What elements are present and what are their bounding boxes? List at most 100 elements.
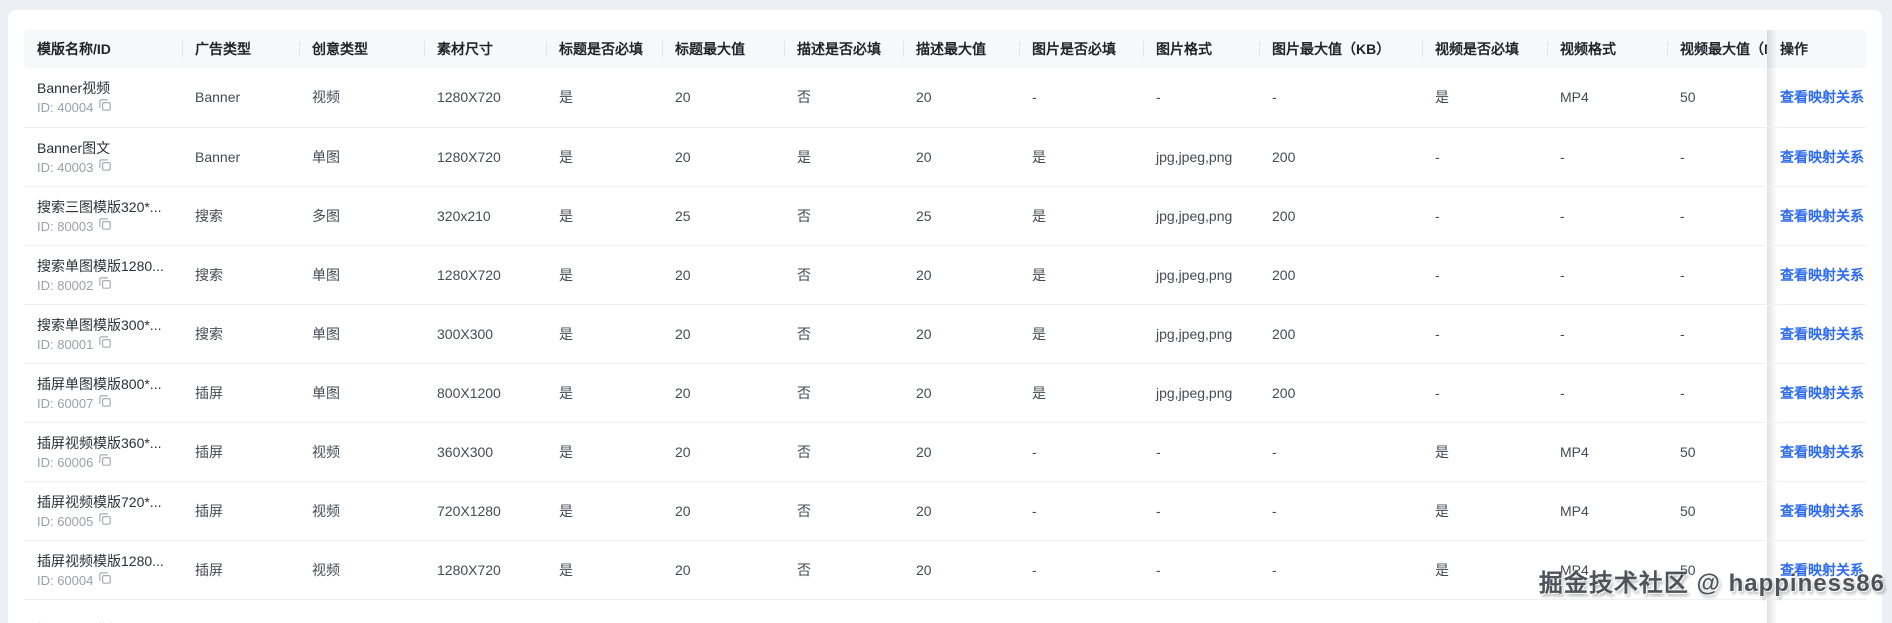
cell-title-required: 是 bbox=[546, 540, 662, 600]
cell-desc-max bbox=[903, 599, 1019, 623]
cell-video-format: MP4 bbox=[1547, 540, 1667, 600]
cell-template-name-id: 插屏视频模版360*... ID: 60006 bbox=[24, 422, 182, 482]
copy-icon[interactable] bbox=[98, 453, 112, 473]
table-row: 插屏视频模版1280... ID: 60004 插屏 视频 1280X720 是 20 否 20… bbox=[24, 540, 1867, 600]
cell-video-max: - bbox=[1667, 186, 1767, 246]
template-name: 插屏单图模版640*... bbox=[37, 620, 174, 623]
copy-icon[interactable] bbox=[98, 98, 112, 118]
view-mapping-link[interactable]: 查看映射关系 bbox=[1780, 561, 1864, 578]
cell-size: 1280X720 bbox=[424, 127, 546, 187]
cell-ad-type: Banner bbox=[182, 127, 299, 187]
view-mapping-link[interactable]: 查看映射关系 bbox=[1780, 443, 1864, 460]
cell-video-format: - bbox=[1547, 363, 1667, 423]
view-mapping-link[interactable]: 查看映射关系 bbox=[1780, 266, 1864, 283]
cell-video-max: 50 bbox=[1667, 68, 1767, 128]
cell-video-required bbox=[1422, 599, 1547, 623]
cell-size: 1280X720 bbox=[424, 245, 546, 305]
cell-action bbox=[1767, 599, 1867, 623]
cell-action: 查看映射关系 bbox=[1767, 186, 1867, 246]
cell-img-required: 是 bbox=[1019, 245, 1143, 305]
cell-size: 360X300 bbox=[424, 422, 546, 482]
cell-template-name-id: 插屏视频模版1280... ID: 60004 bbox=[24, 540, 182, 600]
cell-desc-required: 否 bbox=[784, 363, 903, 423]
cell-video-max: - bbox=[1667, 127, 1767, 187]
table-row: 搜索三图模版320*... ID: 80003 搜索 多图 320x210 是 25 否 25 是… bbox=[24, 186, 1867, 246]
cell-img-required: - bbox=[1019, 422, 1143, 482]
cell-desc-required: 否 bbox=[784, 245, 903, 305]
view-mapping-link[interactable]: 查看映射关系 bbox=[1780, 502, 1864, 519]
cell-video-format bbox=[1547, 599, 1667, 623]
cell-title-max: 20 bbox=[662, 127, 784, 187]
template-table: 模版名称/ID 广告类型 创意类型 素材尺寸 标题是否必填 标题最大值 描述是否必填 描述最大… bbox=[24, 30, 1867, 623]
view-mapping-link[interactable]: 查看映射关系 bbox=[1780, 207, 1864, 224]
cell-title-required: 是 bbox=[546, 481, 662, 541]
template-id: ID: 60007 bbox=[37, 395, 94, 411]
cell-img-max: 200 bbox=[1259, 127, 1422, 187]
copy-icon[interactable] bbox=[98, 158, 112, 178]
column-header-video_required: 视频是否必填 bbox=[1422, 30, 1547, 68]
copy-icon[interactable] bbox=[98, 571, 112, 591]
cell-title-max: 20 bbox=[662, 363, 784, 423]
cell-img-format: jpg,jpeg,png bbox=[1143, 186, 1259, 246]
view-mapping-link[interactable]: 查看映射关系 bbox=[1780, 89, 1864, 106]
template-name: 插屏视频模版1280... bbox=[37, 552, 164, 569]
column-header-creative_type: 创意类型 bbox=[299, 30, 424, 68]
template-id: ID: 40004 bbox=[37, 100, 94, 116]
cell-title-required bbox=[546, 599, 662, 623]
cell-creative-type: 单图 bbox=[299, 363, 424, 423]
cell-title-max: 20 bbox=[662, 245, 784, 305]
cell-video-format: MP4 bbox=[1547, 481, 1667, 541]
cell-ad-type: 插屏 bbox=[182, 481, 299, 541]
cell-creative-type: 单图 bbox=[299, 304, 424, 364]
cell-ad-type: Banner bbox=[182, 68, 299, 128]
cell-size: 1280X720 bbox=[424, 68, 546, 128]
cell-creative-type: 单图 bbox=[299, 127, 424, 187]
cell-desc-max: 20 bbox=[903, 68, 1019, 128]
cell-img-required: - bbox=[1019, 540, 1143, 600]
cell-video-max bbox=[1667, 599, 1767, 623]
cell-creative-type: 视频 bbox=[299, 540, 424, 600]
cell-desc-max: 25 bbox=[903, 186, 1019, 246]
template-name: Banner视频 bbox=[37, 80, 111, 97]
cell-creative-type: 视频 bbox=[299, 481, 424, 541]
cell-action: 查看映射关系 bbox=[1767, 422, 1867, 482]
copy-icon[interactable] bbox=[98, 276, 112, 296]
table-header-row: 模版名称/ID 广告类型 创意类型 素材尺寸 标题是否必填 标题最大值 描述是否必填 描述最大… bbox=[24, 30, 1867, 68]
copy-icon[interactable] bbox=[98, 335, 112, 355]
cell-desc-max: 20 bbox=[903, 304, 1019, 364]
view-mapping-link[interactable]: 查看映射关系 bbox=[1780, 325, 1864, 342]
table-row: 插屏单图模版800*... ID: 60007 插屏 单图 800X1200 是 20 否 20… bbox=[24, 363, 1867, 423]
cell-title-required: 是 bbox=[546, 245, 662, 305]
copy-icon[interactable] bbox=[98, 394, 112, 414]
cell-img-max: - bbox=[1259, 422, 1422, 482]
cell-desc-required: 否 bbox=[784, 540, 903, 600]
cell-img-required: 是 bbox=[1019, 127, 1143, 187]
cell-action: 查看映射关系 bbox=[1767, 68, 1867, 128]
copy-icon[interactable] bbox=[98, 217, 112, 237]
cell-video-max: 50 bbox=[1667, 540, 1767, 600]
view-mapping-link[interactable]: 查看映射关系 bbox=[1780, 148, 1864, 165]
cell-ad-type: 搜索 bbox=[182, 245, 299, 305]
cell-template-name-id: 插屏视频模版720*... ID: 60005 bbox=[24, 481, 182, 541]
cell-desc-required: 否 bbox=[784, 481, 903, 541]
view-mapping-link[interactable]: 查看映射关系 bbox=[1780, 384, 1864, 401]
table-row: Banner视频 ID: 40004 Banner 视频 1280X720 是 20 否 20-… bbox=[24, 68, 1867, 128]
template-id: ID: 60005 bbox=[37, 513, 94, 529]
cell-video-required: - bbox=[1422, 304, 1547, 364]
cell-img-format: - bbox=[1143, 481, 1259, 541]
cell-title-max: 20 bbox=[662, 304, 784, 364]
cell-desc-max: 20 bbox=[903, 481, 1019, 541]
cell-title-max: 20 bbox=[662, 540, 784, 600]
cell-title-max: 20 bbox=[662, 481, 784, 541]
cell-img-format: jpg,jpeg,png bbox=[1143, 304, 1259, 364]
cell-img-max: - bbox=[1259, 540, 1422, 600]
cell-img-max: 200 bbox=[1259, 186, 1422, 246]
table-row: 搜索单图模版300*... ID: 80001 搜索 单图 300X300 是 20 否 20 是… bbox=[24, 304, 1867, 364]
cell-video-format: MP4 bbox=[1547, 422, 1667, 482]
column-header-ad_type: 广告类型 bbox=[182, 30, 299, 68]
column-header-title_required: 标题是否必填 bbox=[546, 30, 662, 68]
copy-icon[interactable] bbox=[98, 512, 112, 532]
cell-desc-max: 20 bbox=[903, 245, 1019, 305]
cell-img-max: - bbox=[1259, 481, 1422, 541]
cell-img-required: - bbox=[1019, 68, 1143, 128]
